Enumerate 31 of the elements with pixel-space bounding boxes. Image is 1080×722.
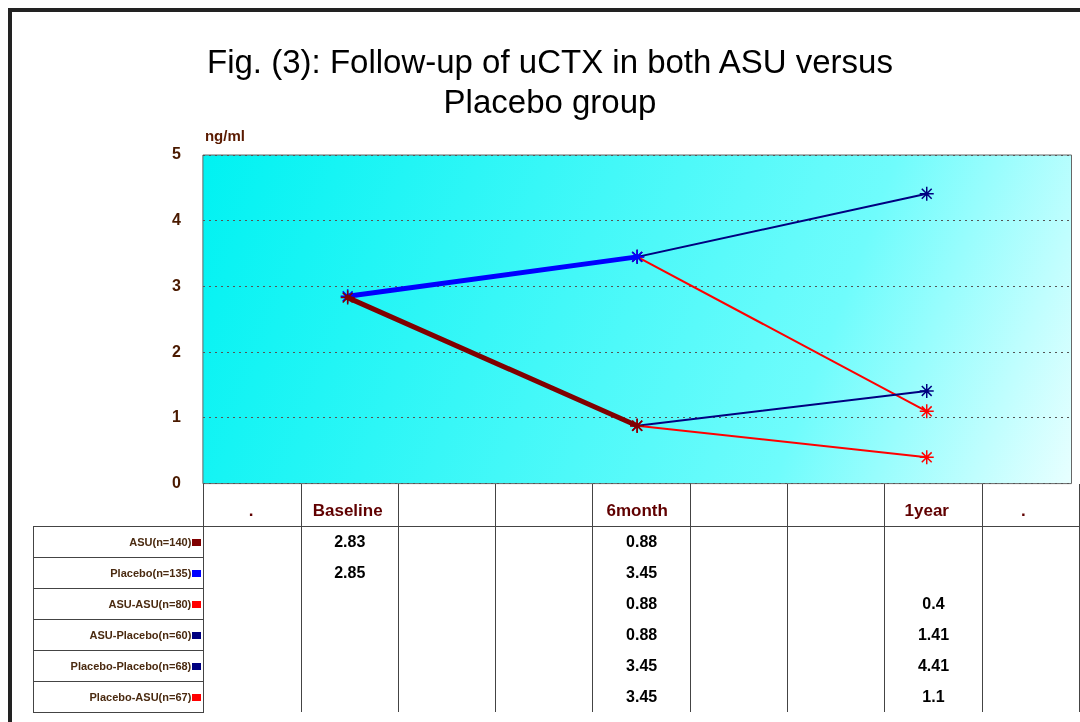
data-label: 0.4 bbox=[884, 588, 983, 620]
x-tick-label: . bbox=[1020, 501, 1026, 521]
data-label: 1.41 bbox=[884, 619, 983, 651]
data-label: 1.1 bbox=[884, 681, 983, 713]
data-label: 0.88 bbox=[592, 619, 691, 651]
legend-label: Placebo-ASU(n=67) bbox=[33, 681, 204, 713]
legend-label: ASU(n=140) bbox=[33, 526, 204, 558]
y-tick-label: 0 bbox=[171, 474, 181, 492]
data-label: 0.88 bbox=[592, 588, 691, 620]
y-tick-label: 5 bbox=[171, 145, 181, 163]
data-label: 0.88 bbox=[592, 526, 691, 558]
chart-title: Fig. (3): Follow-up of uCTX in both ASU versus Placebo group bbox=[206, 42, 894, 122]
data-label: 4.41 bbox=[884, 650, 983, 682]
data-label: 2.83 bbox=[301, 526, 399, 558]
legend-label: Placebo-Placebo(n=68) bbox=[33, 650, 204, 682]
legend-label: ASU-ASU(n=80) bbox=[33, 588, 204, 620]
y-axis-title: ng/ml bbox=[204, 127, 245, 144]
x-tick-label: 1year bbox=[904, 501, 950, 521]
x-tick-label: 6month bbox=[606, 501, 668, 521]
y-tick-label: 3 bbox=[171, 276, 181, 294]
data-label: 3.45 bbox=[592, 557, 691, 589]
legend-label: Placebo(n=135) bbox=[33, 557, 204, 589]
y-tick-label: 2 bbox=[171, 342, 181, 360]
data-label: 3.45 bbox=[592, 650, 691, 682]
y-tick-label: 1 bbox=[171, 408, 181, 426]
data-label: 3.45 bbox=[592, 681, 691, 713]
y-tick-label: 4 bbox=[171, 211, 181, 229]
x-tick-label: Baseline bbox=[312, 501, 383, 521]
data-label: 2.85 bbox=[301, 557, 399, 589]
legend-label: ASU-Placebo(n=60) bbox=[33, 619, 204, 651]
x-tick-label: . bbox=[248, 501, 254, 521]
